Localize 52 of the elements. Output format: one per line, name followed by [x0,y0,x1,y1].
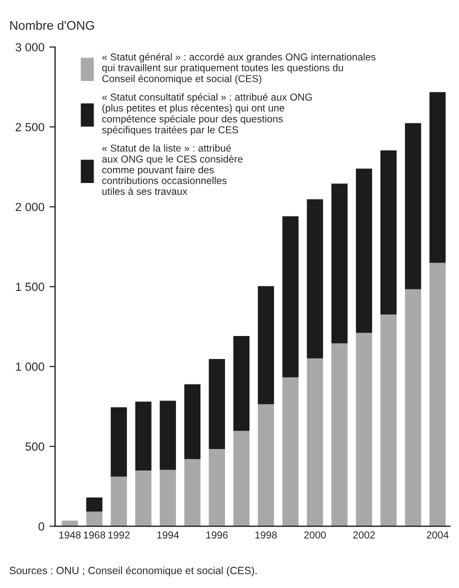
x-tick-label: 1994 [157,531,179,539]
bar [184,384,200,460]
x-tick-label: 1998 [255,531,277,539]
x-tick-label: 2004 [426,531,449,539]
bar [306,358,324,526]
bar [110,407,127,477]
bar [258,404,274,526]
bar [404,289,422,526]
bar [184,459,200,526]
y-tick-label: 1 500 [16,282,44,292]
bar [380,314,397,526]
legend-label: « Statut consultatif spécial » : attribué aux ONG (plus petites et plus récentes) qui ont une compétence spéciale pour des questions spécifiques traitées par le CES [102,93,312,136]
y-axis-title: Nombre d'ONG [10,20,94,30]
bar [233,430,250,526]
x-tick-label: 1948 [59,531,81,539]
x-tick-label: 1992 [108,531,130,539]
bar [282,216,299,378]
bar [86,498,102,512]
y-tick-label: 1 000 [16,362,44,371]
bar [282,377,299,526]
x-tick-label: 1996 [206,531,228,539]
bar [331,343,348,526]
source-note: Sources : ONU ; Conseil économique et social (CES). [10,566,257,576]
bar [258,286,274,404]
bar [331,184,348,344]
legend-label: « Statut général » : accordé aux grandes ONG internationales qui travaillent sur pratiquement toutes les questions du Conseil économique et social (CES) [102,53,376,84]
bar [135,402,152,471]
x-tick-label: 2002 [353,531,375,539]
bar [208,359,225,449]
bar [429,92,446,263]
bar [86,512,102,526]
bar [429,262,446,526]
bar [62,520,78,526]
x-tick-label: 2000 [304,531,326,539]
bar [404,123,422,290]
bar [233,336,250,431]
y-tick-label: 2 000 [16,202,44,212]
bar [380,150,397,314]
bar [208,448,225,526]
x-tick-label: 1968 [84,531,106,539]
bar [306,199,324,358]
bar [160,470,176,526]
legend-label: « Statut de la liste » : attribué aux ONG que le CES considère comme pouvant faire des contributions occasionnelles utiles à ses travaux [102,144,243,195]
y-tick-label: 500 [25,442,44,451]
y-tick-label: 2 500 [16,122,44,132]
y-tick-label: 0 [38,522,44,531]
bar [160,400,176,470]
y-tick-label: 3 000 [16,43,44,52]
bar [356,168,372,333]
bar [110,476,127,526]
bar [135,470,152,526]
bar [356,332,372,526]
